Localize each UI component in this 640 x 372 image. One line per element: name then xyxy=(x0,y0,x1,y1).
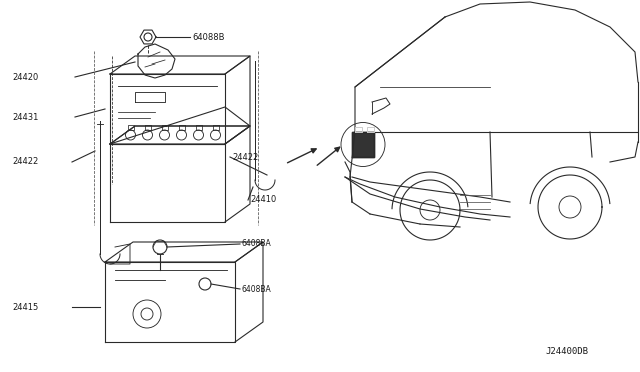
Text: J24400DB: J24400DB xyxy=(545,347,588,356)
Text: 24422: 24422 xyxy=(232,153,259,161)
Text: 24415: 24415 xyxy=(12,302,38,311)
Bar xyxy=(352,132,374,157)
Text: 24422: 24422 xyxy=(12,157,38,167)
Text: 6408BA: 6408BA xyxy=(242,240,272,248)
Text: 24420: 24420 xyxy=(12,73,38,81)
Text: 64088B: 64088B xyxy=(192,32,225,42)
Text: 24431: 24431 xyxy=(12,112,38,122)
Text: 24410: 24410 xyxy=(250,196,276,205)
Text: 6408BA: 6408BA xyxy=(242,285,272,294)
